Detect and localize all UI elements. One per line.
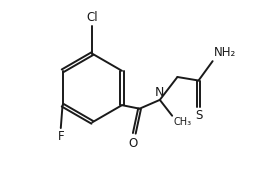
Text: CH₃: CH₃ bbox=[174, 118, 192, 127]
Text: N: N bbox=[155, 86, 165, 99]
Text: S: S bbox=[195, 109, 202, 122]
Text: F: F bbox=[58, 130, 64, 143]
Text: O: O bbox=[128, 137, 137, 150]
Text: Cl: Cl bbox=[86, 11, 98, 24]
Text: NH₂: NH₂ bbox=[214, 46, 236, 59]
